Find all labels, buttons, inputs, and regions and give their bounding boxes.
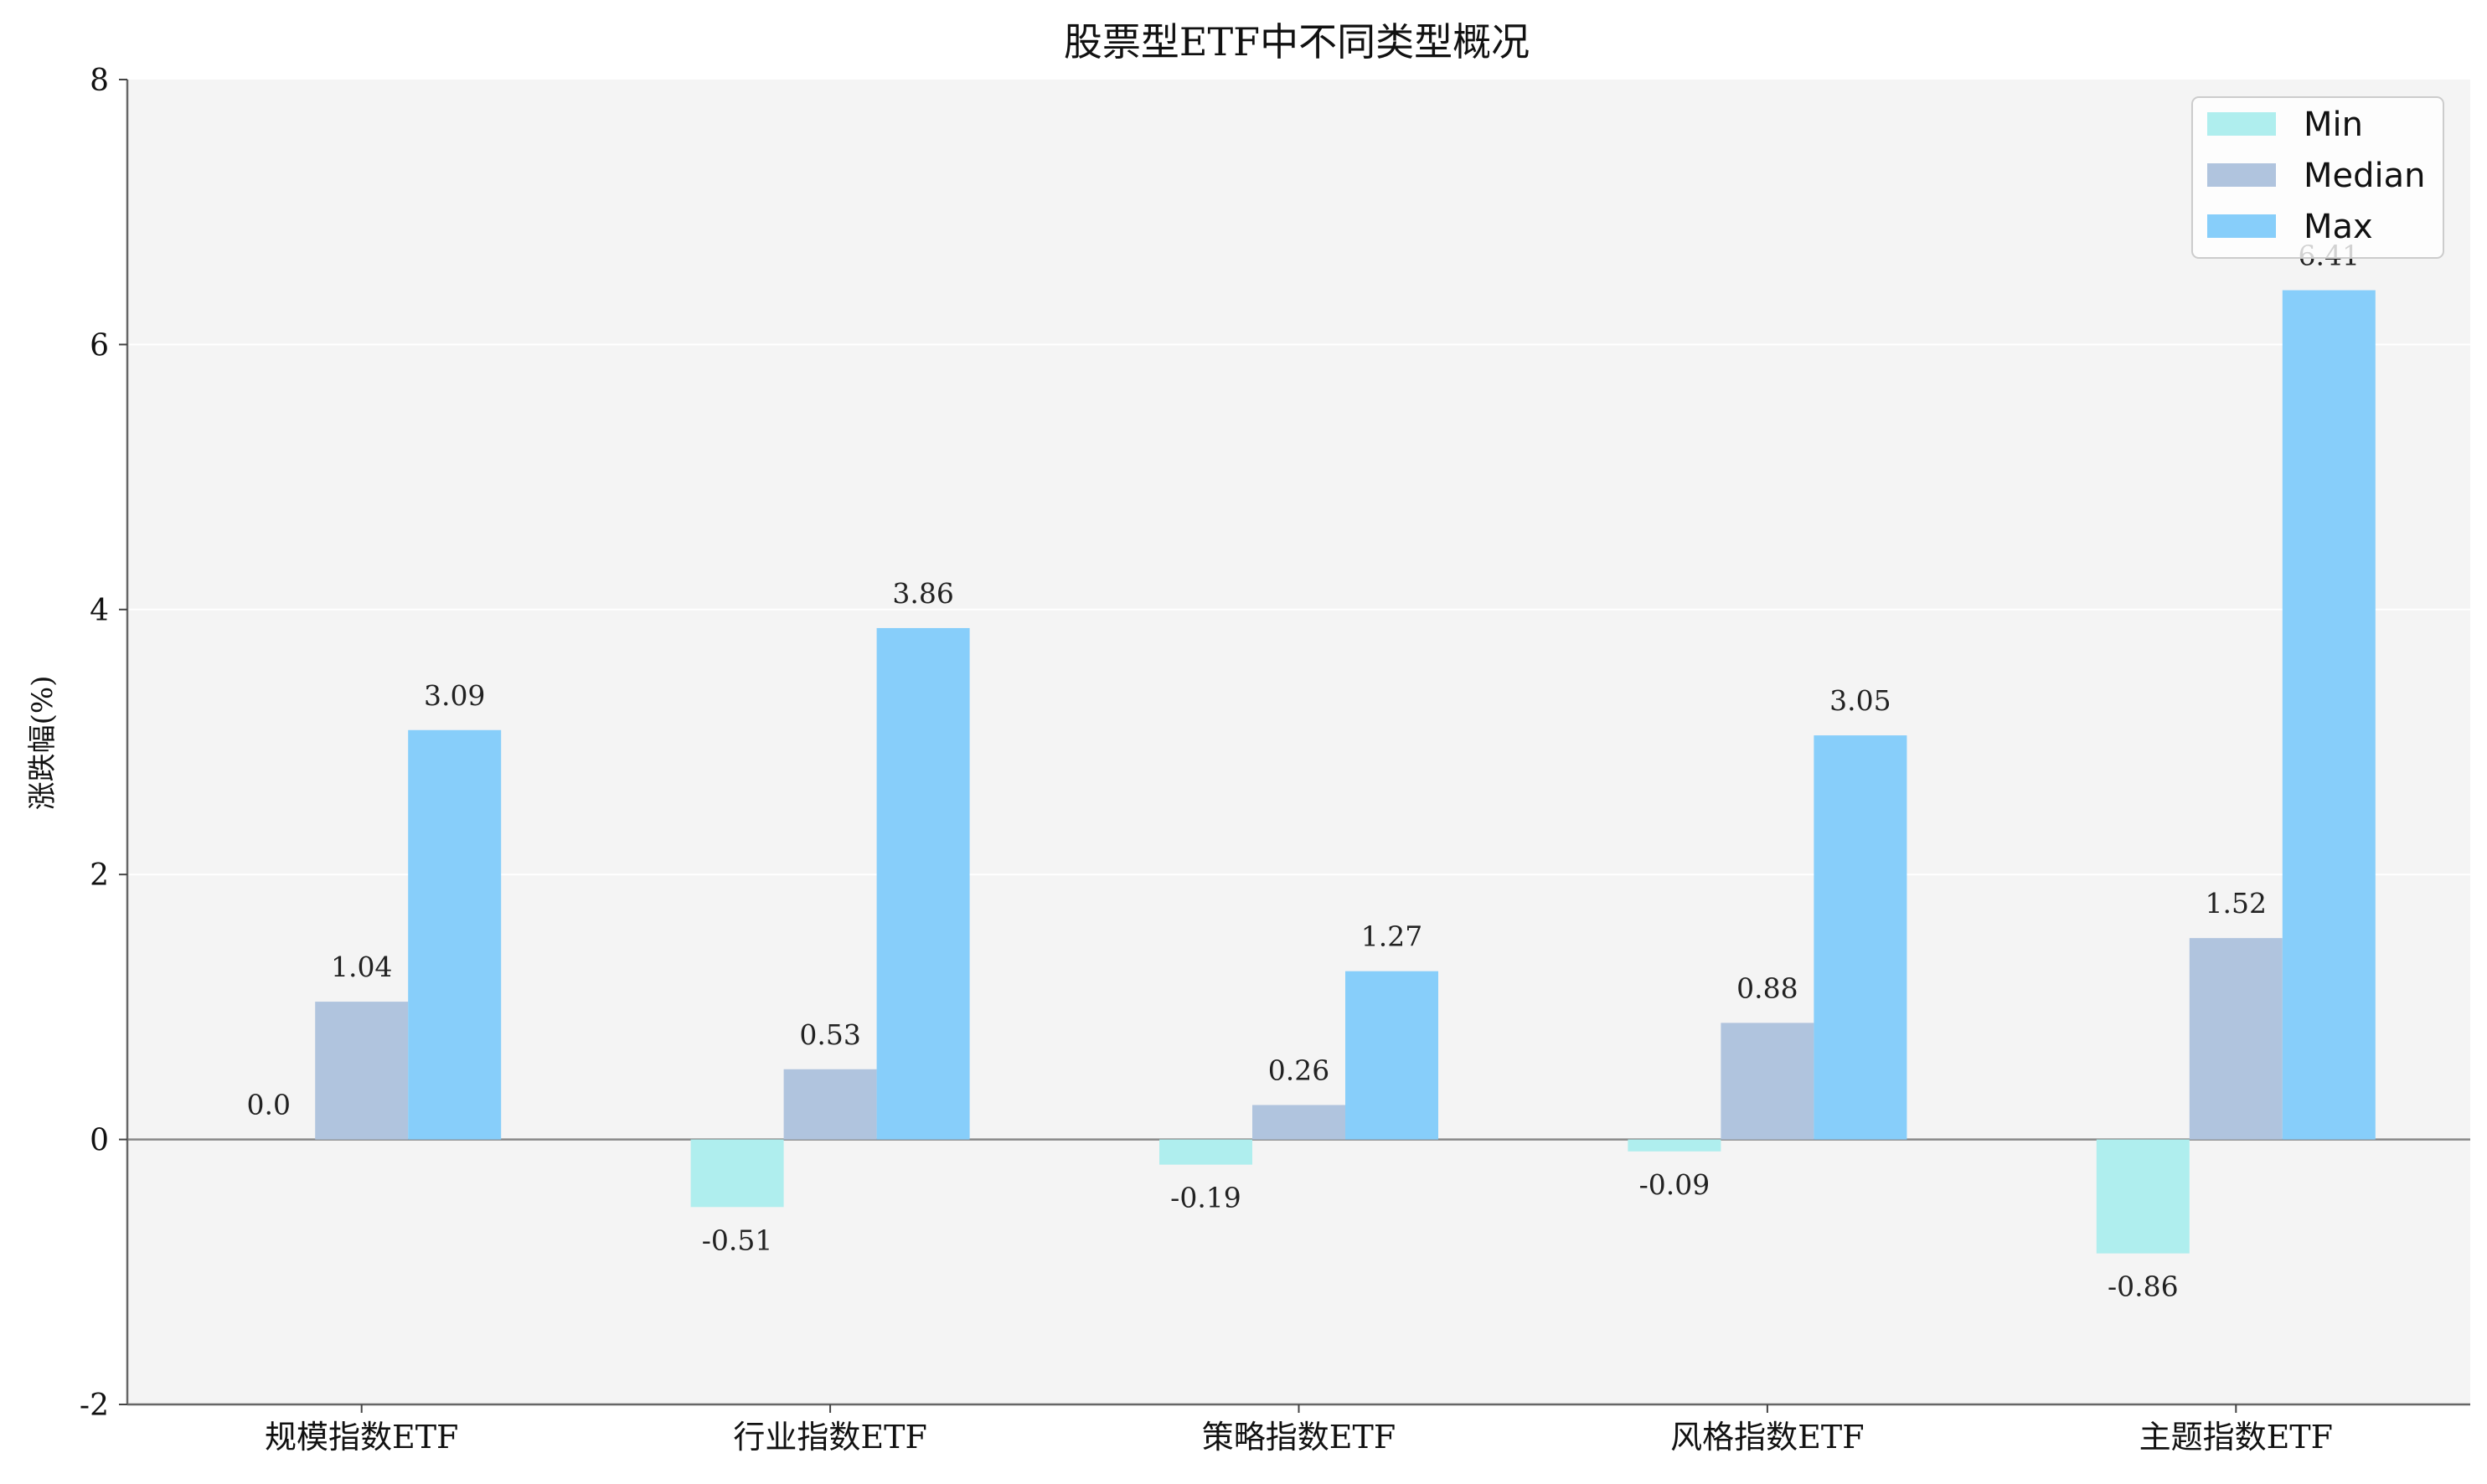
bar-min bbox=[1159, 1139, 1252, 1165]
legend-swatch bbox=[2207, 112, 2276, 136]
bar-median bbox=[1252, 1105, 1345, 1140]
plot-area bbox=[127, 80, 2470, 1404]
data-label-min: -0.51 bbox=[702, 1224, 773, 1256]
y-axis-label: 涨跌幅(%) bbox=[26, 676, 59, 811]
data-label-min: 0.0 bbox=[246, 1089, 290, 1121]
bar-max bbox=[2282, 290, 2376, 1140]
data-label-min: -0.19 bbox=[1170, 1182, 1241, 1214]
bar-median bbox=[2189, 938, 2283, 1140]
data-label-max: 3.05 bbox=[1829, 684, 1891, 717]
data-label-max: 1.27 bbox=[1361, 920, 1422, 953]
y-tick-label: 4 bbox=[90, 594, 109, 628]
x-tick-label: 行业指数ETF bbox=[733, 1419, 926, 1456]
data-label-min: -0.86 bbox=[2108, 1270, 2179, 1303]
data-label-max: 3.09 bbox=[424, 679, 485, 712]
data-label-min: -0.09 bbox=[1639, 1168, 1710, 1201]
bar-median bbox=[1721, 1023, 1814, 1140]
data-label-median: 0.88 bbox=[1736, 971, 1798, 1004]
y-tick-label: 6 bbox=[90, 328, 109, 363]
data-label-max: 3.86 bbox=[892, 577, 953, 610]
legend-label: Max bbox=[2304, 208, 2373, 246]
y-tick-label: -2 bbox=[80, 1389, 109, 1423]
bar-max bbox=[876, 627, 970, 1140]
x-tick-label: 策略指数ETF bbox=[1202, 1419, 1396, 1456]
bar-median bbox=[783, 1069, 877, 1140]
legend-label: Median bbox=[2304, 157, 2426, 195]
data-label-median: 1.04 bbox=[331, 951, 392, 983]
x-tick-label: 规模指数ETF bbox=[265, 1419, 458, 1456]
x-tick-label: 风格指数ETF bbox=[1670, 1419, 1864, 1456]
y-tick-label: 2 bbox=[90, 858, 109, 893]
bar-min bbox=[690, 1139, 784, 1208]
bar-max bbox=[408, 729, 502, 1140]
bar-max bbox=[1345, 971, 1438, 1140]
legend-label: Min bbox=[2304, 106, 2363, 144]
bar-max bbox=[1814, 735, 1907, 1140]
x-tick-label: 主题指数ETF bbox=[2139, 1419, 2333, 1456]
chart-title: 股票型ETF中不同类型概况 bbox=[1064, 19, 1530, 64]
legend-swatch bbox=[2207, 214, 2276, 238]
legend: Min Median Max bbox=[2191, 96, 2444, 259]
data-label-median: 0.26 bbox=[1268, 1054, 1329, 1086]
data-label-median: 1.52 bbox=[2206, 887, 2267, 920]
y-tick-label: 0 bbox=[90, 1124, 109, 1158]
bar-min bbox=[1628, 1139, 1721, 1152]
y-tick-label: 8 bbox=[90, 64, 109, 98]
legend-swatch bbox=[2207, 163, 2276, 187]
data-label-median: 0.53 bbox=[799, 1018, 860, 1051]
bar-min bbox=[2096, 1139, 2190, 1254]
bar-median bbox=[315, 1002, 409, 1140]
